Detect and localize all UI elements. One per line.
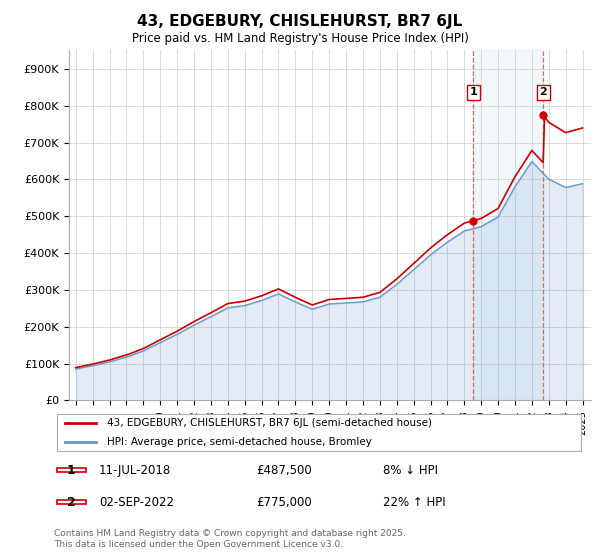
Text: 1: 1 — [470, 87, 477, 97]
FancyBboxPatch shape — [56, 414, 581, 451]
Text: Price paid vs. HM Land Registry's House Price Index (HPI): Price paid vs. HM Land Registry's House … — [131, 32, 469, 45]
Text: 1: 1 — [67, 464, 76, 477]
Text: 2: 2 — [539, 87, 547, 97]
Text: HPI: Average price, semi-detached house, Bromley: HPI: Average price, semi-detached house,… — [107, 437, 372, 446]
FancyBboxPatch shape — [56, 468, 86, 472]
Text: £775,000: £775,000 — [256, 496, 311, 509]
Text: 02-SEP-2022: 02-SEP-2022 — [99, 496, 174, 509]
FancyBboxPatch shape — [56, 500, 86, 505]
Text: 11-JUL-2018: 11-JUL-2018 — [99, 464, 172, 477]
Text: 43, EDGEBURY, CHISLEHURST, BR7 6JL (semi-detached house): 43, EDGEBURY, CHISLEHURST, BR7 6JL (semi… — [107, 418, 432, 428]
Text: Contains HM Land Registry data © Crown copyright and database right 2025.
This d: Contains HM Land Registry data © Crown c… — [54, 529, 406, 549]
Text: £487,500: £487,500 — [256, 464, 311, 477]
Text: 22% ↑ HPI: 22% ↑ HPI — [383, 496, 446, 509]
Bar — [473, 50, 543, 400]
Text: 43, EDGEBURY, CHISLEHURST, BR7 6JL: 43, EDGEBURY, CHISLEHURST, BR7 6JL — [137, 14, 463, 29]
Text: 2: 2 — [67, 496, 76, 509]
Text: 8% ↓ HPI: 8% ↓ HPI — [383, 464, 438, 477]
